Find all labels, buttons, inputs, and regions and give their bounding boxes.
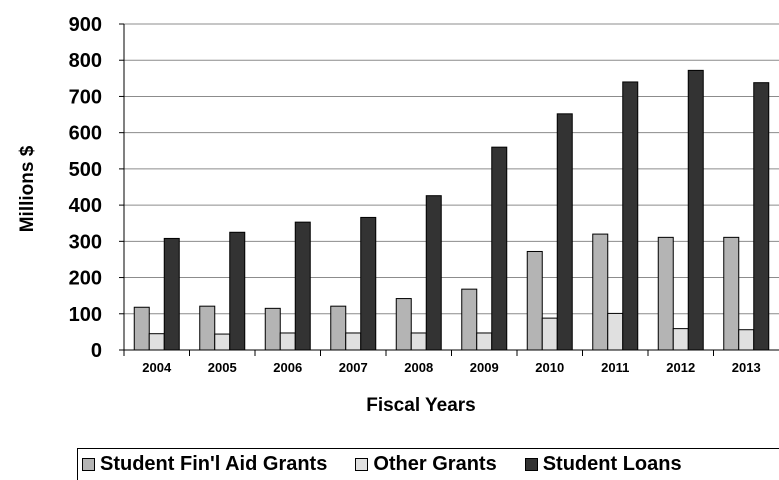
legend-item: Student Fin'l Aid Grants [82, 453, 327, 476]
x-tick-label: 2011 [601, 360, 629, 375]
legend-label: Student Fin'l Aid Grants [100, 453, 328, 475]
bar-student-loans-2008 [425, 195, 442, 351]
bar-student-loans-2011 [622, 81, 639, 351]
bar-other-grants-2007 [345, 332, 362, 351]
bar-student-loans-2005 [229, 231, 246, 351]
gridlines [124, 23, 779, 315]
x-tick-label: 2004 [142, 360, 172, 375]
bar-other-grants-2005 [214, 333, 231, 351]
bar-other-grants-2006 [279, 332, 296, 351]
bar-other-grants-2009 [476, 332, 493, 351]
y-tick-label: 0 [91, 340, 102, 362]
axes [119, 23, 779, 356]
bar-student-fin-l-aid-grants-2007 [330, 305, 347, 351]
y-tick-label: 400 [69, 195, 102, 217]
y-axis-title: Millions $ [17, 145, 38, 232]
legend-swatch [82, 458, 95, 471]
bar-student-fin-l-aid-grants-2011 [592, 233, 609, 351]
y-tick-label: 800 [69, 50, 102, 72]
bar-other-grants-2008 [410, 332, 427, 351]
bar-student-loans-2009 [491, 146, 508, 351]
bar-student-fin-l-aid-grants-2009 [461, 288, 478, 351]
bar-student-fin-l-aid-grants-2010 [526, 250, 543, 351]
bar-other-grants-2010 [541, 317, 558, 351]
y-tick-label: 100 [69, 304, 102, 326]
bar-other-grants-2004 [148, 333, 165, 351]
legend: Student Fin'l Aid Grants Other Grants Stud… [77, 448, 779, 480]
bar-student-fin-l-aid-grants-2004 [133, 306, 150, 351]
bar-student-fin-l-aid-grants-2012 [657, 236, 674, 351]
y-tick-label: 600 [69, 123, 102, 145]
y-tick-label: 900 [69, 14, 102, 36]
y-tick-labels: 0 100 200 300 400 500 600 700 800 900 [69, 14, 102, 362]
bar-student-loans-2010 [556, 113, 573, 351]
x-tick-label: 2006 [273, 360, 302, 375]
y-tick-label: 200 [69, 268, 102, 290]
bars [133, 69, 770, 351]
bar-student-loans-2013 [753, 82, 770, 351]
bar-student-fin-l-aid-grants-2013 [723, 236, 740, 351]
x-tick-labels: 2004 2005 2006 2007 2008 2009 2010 2011 2012 2013 [142, 360, 760, 375]
bar-student-loans-2012 [687, 69, 704, 351]
bar-other-grants-2013 [738, 329, 755, 351]
bar-other-grants-2012 [672, 328, 689, 351]
x-tick-label: 2010 [535, 360, 564, 375]
y-tick-label: 500 [69, 159, 102, 181]
bar-student-fin-l-aid-grants-2008 [395, 298, 412, 351]
bar-other-grants-2011 [607, 312, 624, 351]
x-tick-label: 2013 [732, 360, 761, 375]
bar-student-fin-l-aid-grants-2005 [199, 305, 216, 351]
x-tick-label: 2005 [208, 360, 237, 375]
bar-student-loans-2006 [294, 221, 311, 351]
legend-item: Other Grants [355, 453, 497, 476]
bar-student-loans-2004 [163, 237, 180, 351]
legend-swatch [524, 458, 538, 471]
legend-label: Student Loans [542, 453, 682, 475]
bar-student-fin-l-aid-grants-2006 [264, 307, 281, 351]
y-tick-label: 300 [69, 231, 102, 253]
x-axis-title: Fiscal Years [366, 395, 476, 416]
x-tick-label: 2012 [666, 360, 695, 375]
x-tick-label: 2008 [404, 360, 433, 375]
y-tick-label: 700 [69, 86, 102, 108]
x-tick-label: 2009 [470, 360, 499, 375]
legend-label: Other Grants [373, 453, 497, 475]
legend-item: Student Loans [524, 453, 682, 476]
bar-student-loans-2007 [360, 216, 377, 351]
x-tick-label: 2007 [339, 360, 368, 375]
legend-swatch [355, 458, 369, 471]
